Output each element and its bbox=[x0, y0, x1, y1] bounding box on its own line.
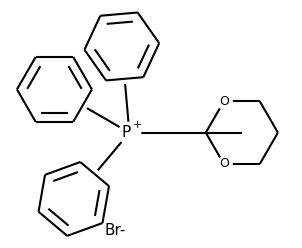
Text: P: P bbox=[122, 125, 131, 140]
Text: O: O bbox=[219, 157, 229, 170]
Text: Br-: Br- bbox=[104, 223, 126, 238]
Text: O: O bbox=[219, 95, 229, 108]
Text: +: + bbox=[133, 121, 142, 130]
